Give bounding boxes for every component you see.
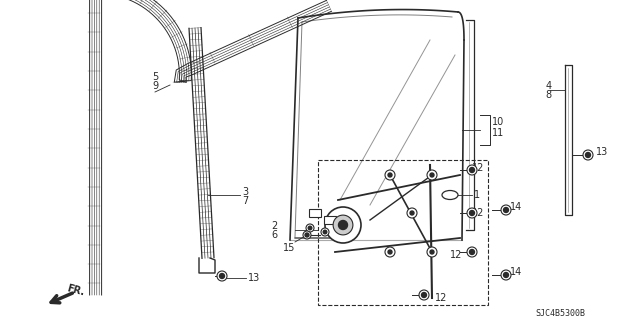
- Circle shape: [422, 293, 426, 298]
- Text: 12: 12: [435, 293, 447, 303]
- Text: 13: 13: [248, 273, 260, 283]
- Text: 2: 2: [271, 221, 277, 231]
- Circle shape: [333, 215, 353, 235]
- Circle shape: [583, 150, 593, 160]
- Text: 12: 12: [472, 208, 484, 218]
- Circle shape: [467, 247, 477, 257]
- Circle shape: [323, 230, 327, 234]
- Circle shape: [303, 231, 311, 239]
- Bar: [318, 160, 488, 305]
- Circle shape: [586, 152, 591, 158]
- Circle shape: [321, 228, 329, 236]
- Circle shape: [325, 207, 361, 243]
- Circle shape: [427, 170, 437, 180]
- Ellipse shape: [442, 190, 458, 199]
- Text: 7: 7: [242, 196, 248, 206]
- Bar: [324, 216, 336, 224]
- Circle shape: [388, 250, 392, 254]
- Text: 5: 5: [152, 72, 158, 82]
- Text: 12: 12: [450, 250, 462, 260]
- Bar: [309, 209, 321, 217]
- Text: 13: 13: [596, 147, 608, 157]
- Circle shape: [467, 208, 477, 218]
- Circle shape: [385, 170, 395, 180]
- Circle shape: [501, 205, 511, 215]
- Circle shape: [388, 173, 392, 177]
- Text: FR.: FR.: [66, 283, 86, 297]
- Circle shape: [430, 173, 434, 177]
- Text: 10: 10: [492, 117, 504, 127]
- Text: 6: 6: [271, 230, 277, 240]
- Circle shape: [504, 207, 509, 212]
- Circle shape: [470, 167, 474, 173]
- Text: 3: 3: [242, 187, 248, 197]
- Circle shape: [419, 290, 429, 300]
- Circle shape: [308, 226, 312, 230]
- Text: 8: 8: [546, 90, 552, 100]
- Circle shape: [339, 220, 348, 229]
- Text: 1: 1: [474, 190, 480, 200]
- Text: 14: 14: [510, 267, 522, 277]
- Circle shape: [220, 273, 225, 278]
- Circle shape: [467, 165, 477, 175]
- Text: 9: 9: [152, 81, 158, 91]
- Text: 14: 14: [510, 202, 522, 212]
- Text: SJC4B5300B: SJC4B5300B: [535, 308, 585, 317]
- Circle shape: [427, 247, 437, 257]
- Text: 12: 12: [472, 163, 484, 173]
- Text: 11: 11: [492, 128, 504, 138]
- Circle shape: [305, 233, 309, 237]
- Text: 15: 15: [283, 243, 296, 253]
- Circle shape: [410, 211, 414, 215]
- Circle shape: [430, 250, 434, 254]
- Circle shape: [501, 270, 511, 280]
- Circle shape: [306, 224, 314, 232]
- Circle shape: [470, 249, 474, 255]
- Circle shape: [407, 208, 417, 218]
- Text: 4: 4: [546, 81, 552, 91]
- Circle shape: [385, 247, 395, 257]
- Circle shape: [217, 271, 227, 281]
- Circle shape: [470, 211, 474, 216]
- Circle shape: [504, 272, 509, 278]
